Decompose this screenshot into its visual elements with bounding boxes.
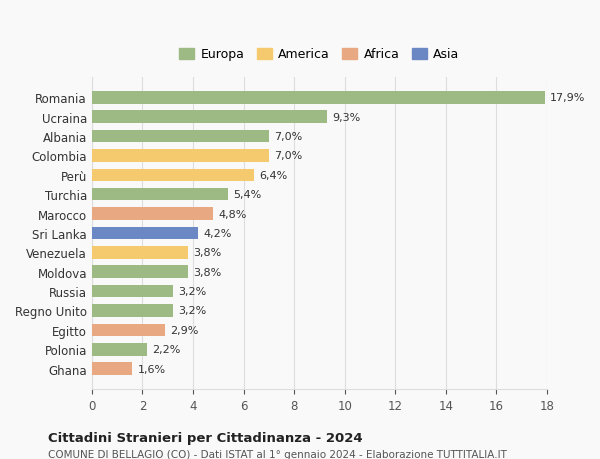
Text: 3,8%: 3,8%: [193, 267, 221, 277]
Text: COMUNE DI BELLAGIO (CO) - Dati ISTAT al 1° gennaio 2024 - Elaborazione TUTTITALI: COMUNE DI BELLAGIO (CO) - Dati ISTAT al …: [48, 449, 507, 459]
Bar: [92, 111, 327, 123]
Text: 3,2%: 3,2%: [178, 286, 206, 297]
Bar: [92, 92, 545, 104]
Bar: [92, 343, 148, 356]
Text: Cittadini Stranieri per Cittadinanza - 2024: Cittadini Stranieri per Cittadinanza - 2…: [48, 431, 362, 444]
Text: 17,9%: 17,9%: [550, 93, 585, 103]
Bar: [92, 227, 198, 240]
Bar: [92, 304, 173, 317]
Text: 1,6%: 1,6%: [137, 364, 166, 374]
Text: 6,4%: 6,4%: [259, 170, 287, 180]
Bar: [92, 363, 133, 375]
Text: 4,8%: 4,8%: [218, 209, 247, 219]
Bar: [92, 208, 213, 220]
Text: 7,0%: 7,0%: [274, 151, 302, 161]
Bar: [92, 189, 229, 201]
Text: 3,2%: 3,2%: [178, 306, 206, 316]
Text: 2,2%: 2,2%: [152, 344, 181, 354]
Bar: [92, 324, 165, 336]
Text: 5,4%: 5,4%: [233, 190, 262, 200]
Legend: Europa, America, Africa, Asia: Europa, America, Africa, Asia: [175, 43, 464, 66]
Text: 3,8%: 3,8%: [193, 248, 221, 258]
Text: 9,3%: 9,3%: [332, 112, 361, 123]
Bar: [92, 130, 269, 143]
Text: 4,2%: 4,2%: [203, 229, 232, 238]
Bar: [92, 150, 269, 162]
Text: 2,9%: 2,9%: [170, 325, 199, 335]
Bar: [92, 266, 188, 279]
Bar: [92, 246, 188, 259]
Bar: [92, 169, 254, 182]
Text: 7,0%: 7,0%: [274, 132, 302, 142]
Bar: [92, 285, 173, 298]
